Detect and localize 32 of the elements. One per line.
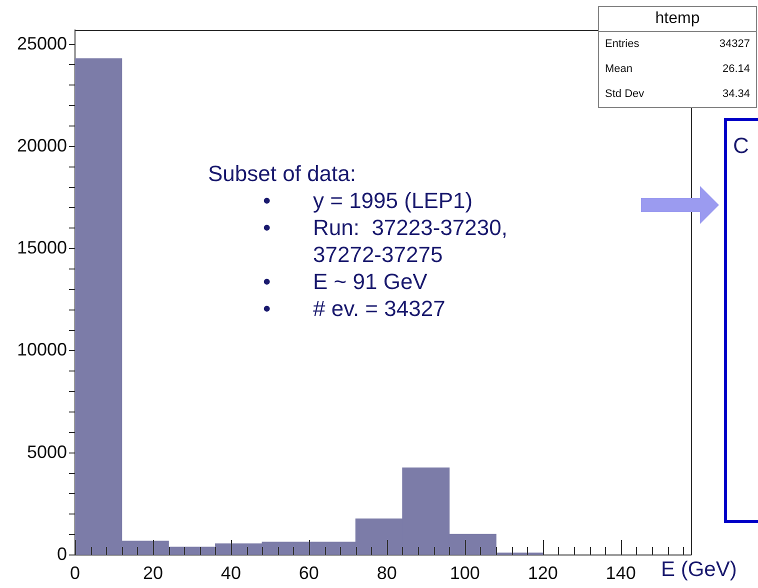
text: C: [733, 133, 749, 159]
y-tick-label: 25000: [16, 33, 67, 54]
annotation: Mean: [605, 62, 633, 77]
text: htemp: [599, 7, 756, 32]
y-tick-label: 20000: [16, 135, 67, 156]
annotation: Std Dev: [605, 87, 644, 102]
annotation: # ev. = 34327: [313, 295, 446, 322]
annotation: Subset of data:: [208, 160, 357, 187]
x-tick-label: 140: [606, 562, 636, 583]
x-tick-label: 60: [298, 562, 319, 583]
text: 34.34: [722, 87, 750, 102]
x-tick-label: 80: [376, 562, 397, 583]
annotation: •: [263, 295, 272, 322]
annotation: •: [263, 214, 272, 242]
x-tick-label: 100: [450, 562, 480, 583]
annotation: E ~ 91 GeV: [313, 268, 428, 295]
annotation: •: [263, 268, 272, 295]
x-tick-label: 120: [528, 562, 558, 583]
y-tick-label: 5000: [26, 442, 67, 462]
x-axis-title: E (GeV): [661, 558, 737, 582]
annotation: Run: 37223-37230, 37272-37275: [313, 214, 508, 268]
y-tick-label: 15000: [16, 238, 67, 258]
text: 26.14: [722, 62, 750, 77]
x-tick-label: 0: [70, 562, 80, 583]
annotation: y = 1995 (LEP1): [313, 187, 474, 214]
y-tick-label: 10000: [16, 340, 67, 360]
x-tick-label: 40: [220, 562, 241, 583]
annotation: Entries: [605, 37, 640, 52]
y-tick-label: 0: [56, 544, 67, 564]
x-tick-label: 20: [142, 562, 163, 583]
annotation: •: [263, 187, 272, 214]
text: 34327: [719, 37, 750, 52]
